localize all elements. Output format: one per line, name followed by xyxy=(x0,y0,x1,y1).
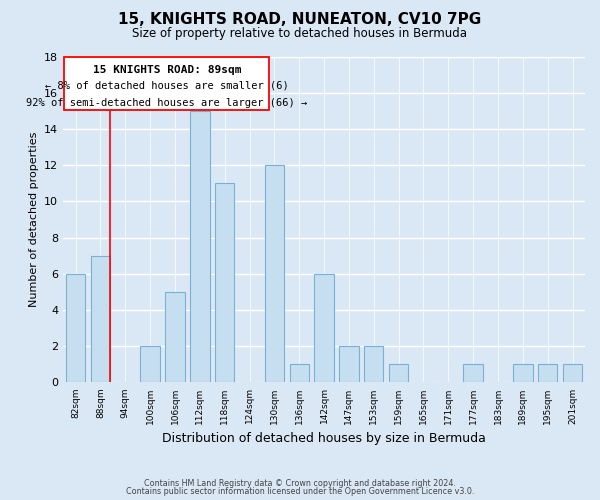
Text: Size of property relative to detached houses in Bermuda: Size of property relative to detached ho… xyxy=(133,28,467,40)
FancyBboxPatch shape xyxy=(64,56,269,110)
Bar xyxy=(190,111,209,382)
Text: Contains HM Land Registry data © Crown copyright and database right 2024.: Contains HM Land Registry data © Crown c… xyxy=(144,478,456,488)
Bar xyxy=(339,346,359,383)
Bar xyxy=(364,346,383,383)
Text: 15 KNIGHTS ROAD: 89sqm: 15 KNIGHTS ROAD: 89sqm xyxy=(92,64,241,74)
X-axis label: Distribution of detached houses by size in Bermuda: Distribution of detached houses by size … xyxy=(162,432,486,445)
Text: ← 8% of detached houses are smaller (6): ← 8% of detached houses are smaller (6) xyxy=(45,81,289,91)
Bar xyxy=(513,364,533,382)
Bar xyxy=(463,364,483,382)
Y-axis label: Number of detached properties: Number of detached properties xyxy=(29,132,38,307)
Bar xyxy=(563,364,582,382)
Text: 15, KNIGHTS ROAD, NUNEATON, CV10 7PG: 15, KNIGHTS ROAD, NUNEATON, CV10 7PG xyxy=(118,12,482,28)
Bar xyxy=(66,274,85,382)
Bar xyxy=(538,364,557,382)
Bar xyxy=(314,274,334,382)
Bar xyxy=(166,292,185,382)
Text: 92% of semi-detached houses are larger (66) →: 92% of semi-detached houses are larger (… xyxy=(26,98,308,108)
Text: Contains public sector information licensed under the Open Government Licence v3: Contains public sector information licen… xyxy=(126,487,474,496)
Bar xyxy=(140,346,160,383)
Bar xyxy=(290,364,309,382)
Bar xyxy=(389,364,409,382)
Bar xyxy=(91,256,110,382)
Bar xyxy=(265,165,284,382)
Bar xyxy=(215,184,235,382)
